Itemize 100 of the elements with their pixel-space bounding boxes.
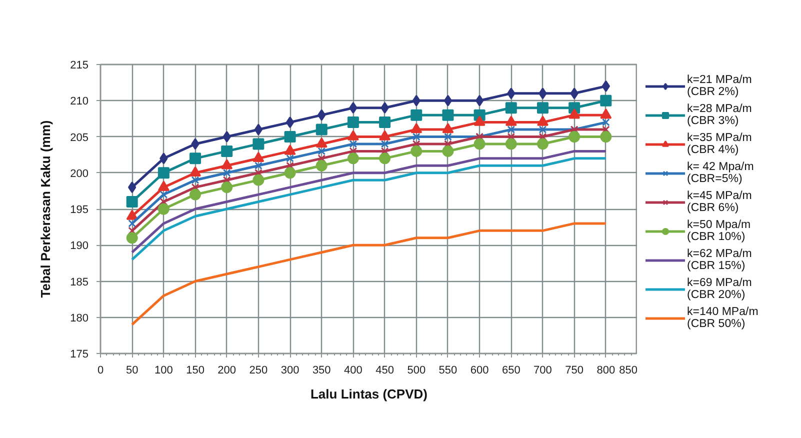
- point: [128, 182, 136, 194]
- point: [128, 220, 136, 228]
- point: [412, 132, 420, 141]
- point: [600, 131, 612, 142]
- point: [474, 116, 486, 126]
- point: [160, 190, 168, 198]
- point: [412, 140, 420, 148]
- x-tick-label: 450: [376, 364, 394, 376]
- line-series: [130, 222, 608, 326]
- point: [221, 182, 233, 194]
- point: [600, 94, 612, 106]
- point: [538, 88, 547, 100]
- legend-label: k=21 MPa/m (CBR 2%): [687, 73, 752, 100]
- y-tick-label: 185: [70, 276, 89, 288]
- point: [442, 145, 454, 157]
- point: [410, 123, 422, 134]
- point: [286, 154, 294, 162]
- point: [568, 108, 580, 119]
- point: [412, 94, 420, 106]
- x-tick-label: 350: [312, 364, 331, 376]
- point: [410, 145, 422, 157]
- point: [221, 145, 233, 157]
- y-tick-label: 200: [70, 168, 89, 180]
- x-tick-label: 100: [154, 364, 173, 376]
- point: [190, 188, 202, 200]
- point: [536, 138, 548, 150]
- x-tick-label: 300: [280, 364, 300, 376]
- point: [252, 138, 264, 150]
- point: [379, 116, 391, 128]
- point: [570, 88, 578, 100]
- x-tick-label: 600: [470, 364, 489, 376]
- point: [126, 232, 138, 244]
- point: [158, 167, 170, 179]
- point: [379, 152, 391, 164]
- x-tick-label: 0: [97, 364, 104, 376]
- point: [160, 152, 168, 164]
- point: [252, 152, 264, 162]
- point: [222, 168, 231, 177]
- point: [254, 124, 263, 136]
- point: [507, 88, 516, 100]
- point: [284, 167, 296, 179]
- x-tick-label: 150: [186, 364, 204, 376]
- point: [475, 94, 484, 106]
- point: [349, 102, 358, 114]
- point: [284, 144, 296, 155]
- point: [316, 160, 328, 172]
- y-tick-label: 195: [70, 204, 89, 216]
- point: [507, 126, 516, 134]
- point: [444, 132, 452, 141]
- point: [284, 131, 296, 142]
- point: [380, 140, 389, 148]
- point: [410, 109, 422, 121]
- y-tick-label: 205: [70, 132, 89, 144]
- y-tick-label: 210: [70, 96, 89, 108]
- y-axis-title: Tebal Perkerasan Kaku (mm): [38, 120, 54, 298]
- point: [444, 140, 452, 148]
- x-tick-label: 400: [344, 364, 362, 376]
- x-tick-label: 800: [596, 364, 616, 376]
- legend-label: k=50 Mpa/m (CBR 10%): [687, 218, 751, 245]
- y-tick-label: 180: [70, 312, 89, 324]
- point: [316, 124, 328, 136]
- x-tick-label: 200: [218, 364, 236, 376]
- point: [286, 116, 294, 128]
- point: [505, 138, 517, 150]
- y-tick-label: 190: [70, 240, 89, 252]
- y-tick-label: 175: [70, 348, 89, 360]
- point: [318, 147, 326, 156]
- point: [442, 109, 454, 121]
- x-tick-label: 850: [619, 364, 638, 376]
- point: [191, 176, 200, 184]
- point: [254, 168, 262, 177]
- point: [568, 131, 580, 142]
- point: [126, 196, 138, 208]
- x-axis-title: Lalu Lintas (CPVD): [310, 386, 428, 402]
- point: [318, 154, 326, 162]
- point: [380, 102, 389, 114]
- point: [318, 109, 326, 121]
- point: [347, 116, 359, 128]
- legend-label: k=140 MPa/m (CBR 50%): [687, 305, 758, 332]
- point: [442, 123, 454, 134]
- point: [347, 130, 359, 140]
- point: [191, 183, 200, 192]
- x-tick-label: 650: [502, 364, 520, 376]
- legend-label: k=62 MPa/m (CBR 15%): [687, 247, 752, 274]
- point: [254, 162, 262, 170]
- x-tick-label: 50: [126, 364, 138, 376]
- legend-label: k=35 MPa/m (CBR 4%): [687, 131, 752, 158]
- point: [474, 138, 486, 150]
- point: [158, 203, 170, 215]
- point: [316, 137, 328, 148]
- point: [505, 102, 517, 114]
- point: [602, 118, 610, 126]
- point: [602, 80, 610, 92]
- point: [444, 94, 452, 106]
- y-tick-label: 215: [70, 60, 89, 72]
- x-tick-label: 500: [407, 364, 426, 376]
- legend-label: k=45 MPa/m (CBR 6%): [687, 189, 752, 216]
- point: [602, 126, 610, 134]
- point: [536, 102, 548, 114]
- point: [158, 180, 170, 191]
